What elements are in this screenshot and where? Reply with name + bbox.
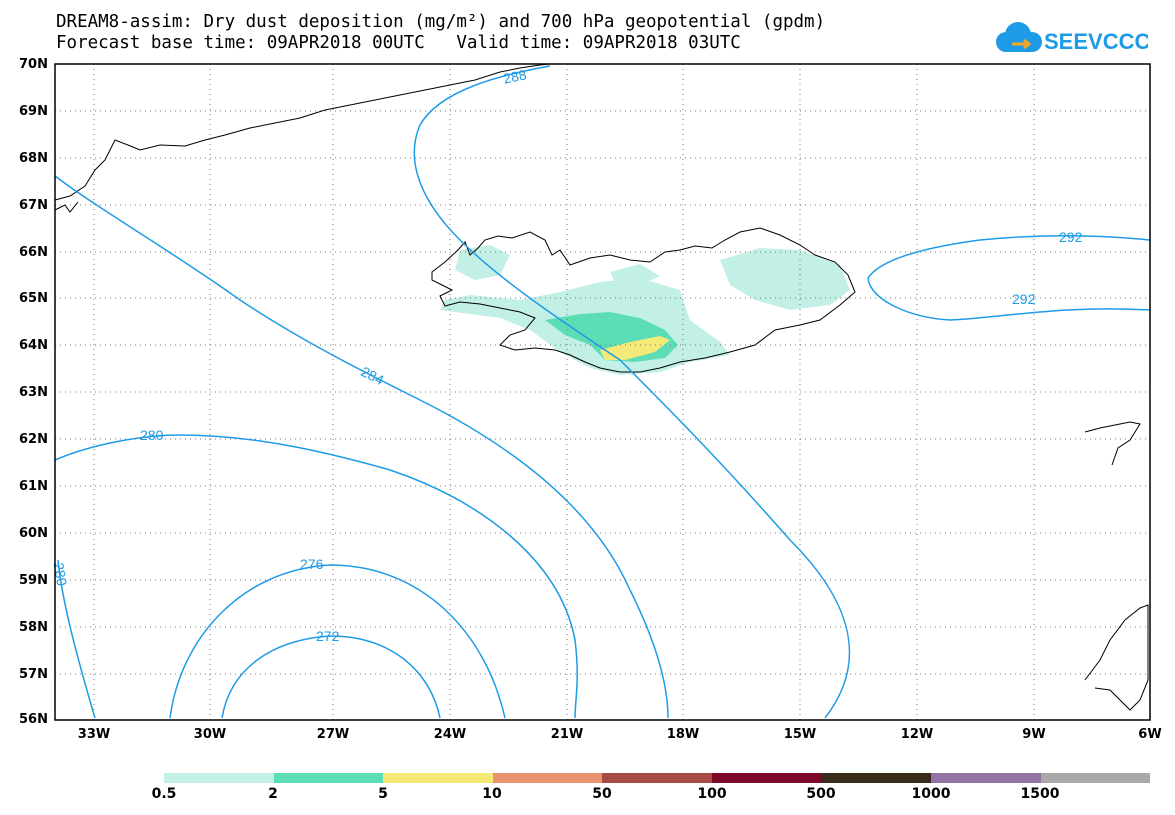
contour-280: [54, 434, 578, 719]
contour-284: [54, 175, 669, 719]
colorbar-swatch: [602, 773, 712, 783]
colorbar-swatch: [821, 773, 931, 783]
dust-area-high: [600, 336, 670, 360]
lat-label: 69N: [19, 104, 48, 119]
colorbar: [164, 773, 1151, 783]
lat-label: 68N: [19, 151, 48, 166]
lat-label: 70N: [19, 57, 48, 72]
contour-label: 292: [1012, 291, 1036, 307]
contour-label: 288: [502, 66, 528, 87]
lat-label: 59N: [19, 573, 48, 588]
lon-label: 33W: [77, 727, 111, 742]
lat-label: 64N: [19, 338, 48, 353]
colorbar-swatch: [273, 773, 384, 783]
geopotential-contours: [54, 65, 1151, 719]
colorbar-swatch: [164, 773, 274, 783]
lat-label: 67N: [19, 198, 48, 213]
lat-label: 63N: [19, 385, 48, 400]
coastlines: [54, 63, 1149, 711]
map-title: DREAM8-assim: Dry dust deposition (mg/m²…: [56, 12, 826, 32]
contour-280-west: [57, 559, 96, 719]
contour-label: 280: [140, 427, 164, 443]
colorbar-label: 500: [806, 786, 836, 802]
contour-272: [221, 635, 441, 719]
lon-label: 15W: [783, 727, 817, 742]
contour-292-south: [867, 277, 1151, 321]
coastline-norway: [1084, 604, 1149, 711]
coastline-iceland: [431, 227, 856, 373]
seevccc-logo: SEEVCCC: [996, 22, 1148, 54]
lon-label: 18W: [666, 727, 700, 742]
dust-deposition-shading: [440, 245, 850, 375]
lon-label: 21W: [550, 727, 584, 742]
colorbar-label: 1500: [1020, 786, 1060, 802]
dust-area-light: [720, 248, 850, 310]
contour-label: 280: [51, 561, 71, 587]
colorbar-label: 2: [268, 786, 278, 802]
colorbar-label: 100: [697, 786, 727, 802]
contour-276: [169, 564, 506, 719]
lon-label: 9W: [1022, 727, 1046, 742]
lon-label: 24W: [433, 727, 467, 742]
contour-label: 272: [316, 628, 340, 644]
coastline-greenland: [54, 63, 551, 201]
lat-label: 56N: [19, 712, 48, 727]
map-frame: [54, 63, 1151, 721]
dust-area-light: [610, 264, 660, 285]
cloud-icon: [996, 22, 1042, 52]
colorbar-swatch: [711, 773, 822, 783]
lon-label: 12W: [900, 727, 934, 742]
coastline-greenland-edge: [54, 201, 79, 213]
map-subtitle: Forecast base time: 09APR2018 00UTC Vali…: [56, 33, 741, 53]
lat-label: 66N: [19, 245, 48, 260]
lat-label: 62N: [19, 432, 48, 447]
lat-label: 61N: [19, 479, 48, 494]
colorbar-swatch: [492, 773, 603, 783]
contour-label: 276: [300, 556, 324, 572]
colorbar-label: 50: [592, 786, 612, 802]
contour-label: 284: [358, 363, 386, 388]
colorbar-swatch: [1040, 773, 1151, 783]
colorbar-swatch: [383, 773, 493, 783]
lat-label: 58N: [19, 620, 48, 635]
colorbar-label: 5: [378, 786, 388, 802]
lon-label: 30W: [193, 727, 227, 742]
contour-labels: 288 292 292 284 280 280 276 272: [51, 66, 1083, 644]
colorbar-label: 1000: [911, 786, 951, 802]
contour-label: 292: [1059, 229, 1083, 245]
contour-288: [413, 65, 851, 719]
colorbar-swatch: [930, 773, 1041, 783]
lat-label: 65N: [19, 291, 48, 306]
coastline-norway: [1084, 421, 1141, 466]
contour-292-east: [867, 235, 1151, 279]
lon-label: 27W: [316, 727, 350, 742]
colorbar-label: 0.5: [151, 786, 177, 802]
lat-label: 60N: [19, 526, 48, 541]
lat-label: 57N: [19, 667, 48, 682]
map-grid: [55, 64, 1150, 720]
logo-text: SEEVCCC: [1044, 29, 1148, 54]
dust-area-light: [455, 245, 510, 280]
colorbar-label: 10: [482, 786, 502, 802]
lon-label: 6W: [1138, 727, 1162, 742]
